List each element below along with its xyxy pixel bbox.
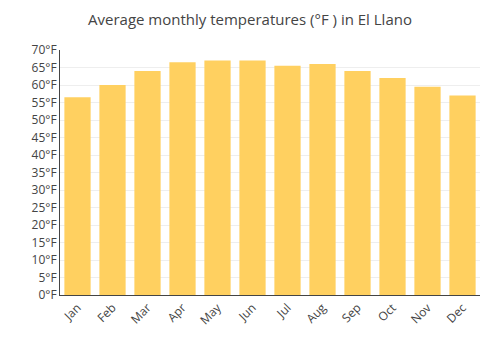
- svg-text:Aug: Aug: [302, 299, 330, 327]
- svg-text:25°F: 25°F: [32, 199, 57, 216]
- svg-text:Oct: Oct: [374, 299, 400, 325]
- svg-text:Jun: Jun: [234, 299, 259, 324]
- svg-text:Average monthly temperatures (: Average monthly temperatures (°F ) in El…: [88, 9, 412, 29]
- svg-text:Dec: Dec: [443, 299, 470, 326]
- svg-text:Mar: Mar: [127, 299, 155, 327]
- svg-text:35°F: 35°F: [32, 164, 57, 181]
- svg-text:20°F: 20°F: [32, 216, 57, 233]
- svg-text:Jan: Jan: [60, 299, 85, 324]
- svg-text:5°F: 5°F: [38, 269, 56, 286]
- svg-text:70°F: 70°F: [32, 41, 57, 58]
- svg-text:Nov: Nov: [407, 299, 435, 327]
- svg-text:10°F: 10°F: [32, 251, 57, 268]
- svg-text:Apr: Apr: [164, 299, 190, 325]
- svg-text:55°F: 55°F: [32, 94, 57, 111]
- svg-text:60°F: 60°F: [32, 76, 57, 93]
- svg-text:15°F: 15°F: [32, 234, 57, 251]
- svg-text:40°F: 40°F: [32, 146, 57, 163]
- svg-text:Jul: Jul: [272, 299, 294, 321]
- svg-text:Sep: Sep: [338, 299, 365, 326]
- svg-text:50°F: 50°F: [32, 111, 57, 128]
- svg-text:30°F: 30°F: [32, 181, 57, 198]
- svg-text:May: May: [196, 299, 225, 328]
- svg-text:0°F: 0°F: [38, 286, 56, 303]
- svg-text:65°F: 65°F: [32, 59, 57, 76]
- svg-text:45°F: 45°F: [32, 129, 57, 146]
- svg-text:Feb: Feb: [93, 299, 119, 325]
